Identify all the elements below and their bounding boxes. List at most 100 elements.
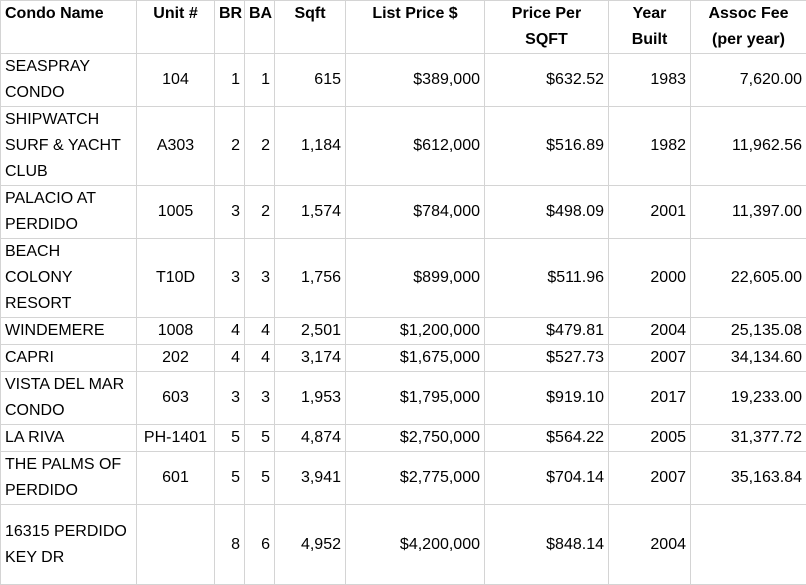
column-header: BA [245,1,275,54]
table-cell: 5 [215,425,245,452]
condo-name-cell: BEACH COLONY RESORT [1,239,137,318]
table-cell: $1,675,000 [346,345,485,372]
table-cell: $632.52 [485,54,609,107]
condo-name-cell: 16315 PERDIDO KEY DR [1,505,137,585]
table-cell: 3 [215,372,245,425]
table-cell: 5 [215,452,245,505]
column-header: List Price $ [346,1,485,54]
table-cell: 31,377.72 [691,425,806,452]
table-cell: 3,941 [275,452,346,505]
condo-name-cell: WINDEMERE [1,318,137,345]
table-cell: 3 [245,239,275,318]
table-cell: $704.14 [485,452,609,505]
table-cell: 1,756 [275,239,346,318]
condo-name-cell: LA RIVA [1,425,137,452]
table-cell: 1005 [137,186,215,239]
table-cell: $1,200,000 [346,318,485,345]
table-cell: 5 [245,425,275,452]
table-cell [137,505,215,585]
table-cell: T10D [137,239,215,318]
table-cell: 34,134.60 [691,345,806,372]
table-cell: 1,184 [275,107,346,186]
table-cell: 7,620.00 [691,54,806,107]
table-cell: 1008 [137,318,215,345]
table-cell: 2 [215,107,245,186]
table-cell: $516.89 [485,107,609,186]
table-cell: $899,000 [346,239,485,318]
condo-name-cell: PALACIO AT PERDIDO [1,186,137,239]
table-cell: $479.81 [485,318,609,345]
table-cell: 2000 [609,239,691,318]
table-cell: 25,135.08 [691,318,806,345]
column-header: Unit # [137,1,215,54]
table-cell: 2 [245,107,275,186]
table-cell: 1,574 [275,186,346,239]
table-cell: 3 [245,372,275,425]
table-cell: 8 [215,505,245,585]
condo-name-cell: CAPRI [1,345,137,372]
column-header: Year Built [609,1,691,54]
table-cell: 4 [245,318,275,345]
table-cell: 1 [245,54,275,107]
table-cell: 6 [245,505,275,585]
table-cell: 2004 [609,318,691,345]
table-cell: 35,163.84 [691,452,806,505]
table-cell: $498.09 [485,186,609,239]
condo-name-cell: SHIPWATCH SURF & YACHT CLUB [1,107,137,186]
table-cell: $511.96 [485,239,609,318]
table-cell: 2004 [609,505,691,585]
table-cell: 2 [245,186,275,239]
table-cell: 3,174 [275,345,346,372]
table-cell: 1,953 [275,372,346,425]
column-header: Condo Name [1,1,137,54]
table-cell: 4,952 [275,505,346,585]
table-cell: 2007 [609,345,691,372]
table-cell: 4 [215,318,245,345]
table-cell: 4,874 [275,425,346,452]
table-cell: 202 [137,345,215,372]
table-cell: 2,501 [275,318,346,345]
table-cell: PH-1401 [137,425,215,452]
table-cell: 19,233.00 [691,372,806,425]
table-cell: 11,397.00 [691,186,806,239]
column-header: Sqft [275,1,346,54]
column-header: Assoc Fee (per year) [691,1,806,54]
column-header: Price Per SQFT [485,1,609,54]
table-cell: $564.22 [485,425,609,452]
table-cell: 104 [137,54,215,107]
table-cell: 4 [215,345,245,372]
table-cell: 603 [137,372,215,425]
table-cell: 1 [215,54,245,107]
table-cell: 3 [215,239,245,318]
table-cell: 11,962.56 [691,107,806,186]
table-cell: 601 [137,452,215,505]
column-header: BR [215,1,245,54]
table-cell: $4,200,000 [346,505,485,585]
table-cell: 615 [275,54,346,107]
table-cell: 1982 [609,107,691,186]
table-cell: 1983 [609,54,691,107]
table-cell: 5 [245,452,275,505]
table-cell: 2017 [609,372,691,425]
table-cell: 2007 [609,452,691,505]
table-cell: $1,795,000 [346,372,485,425]
table-cell: $527.73 [485,345,609,372]
condo-name-cell: THE PALMS OF PERDIDO [1,452,137,505]
table-cell: 22,605.00 [691,239,806,318]
table-cell: $389,000 [346,54,485,107]
table-cell: $2,775,000 [346,452,485,505]
table-cell: $612,000 [346,107,485,186]
